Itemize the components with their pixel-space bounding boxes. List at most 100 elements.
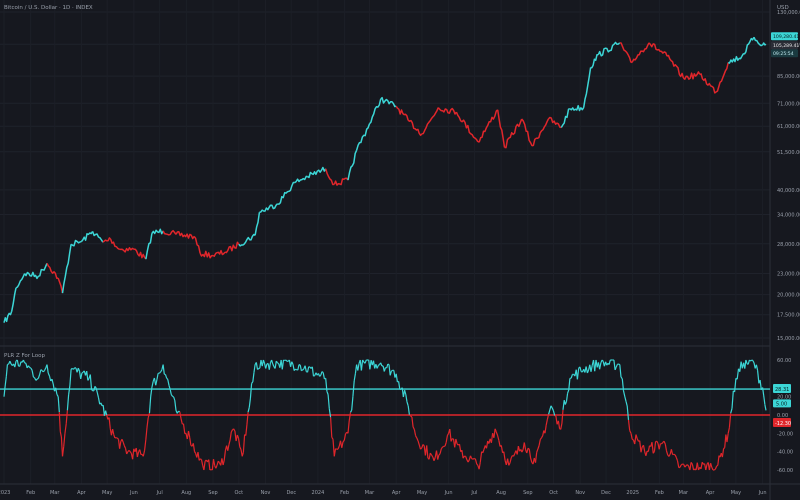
oscillator-segment [539,437,542,440]
oscillator-segment [20,361,23,363]
oscillator-segment [426,445,429,459]
oscillator-segment [337,445,340,450]
oscillator-segment [22,359,26,364]
price-segment [682,71,701,80]
oscillator-segment [479,451,483,463]
oscillator-segment [253,364,256,373]
oscillator-segment [444,442,447,447]
time-tick-label: 2025 [626,490,639,496]
oscillator-segment [550,405,553,409]
oscillator-segment [420,447,423,450]
time-axis[interactable]: 2023 Feb Mar Apr May Jun Jul Aug Sep Oct Nov Dec 202… [0,490,767,496]
oscillator-segment [295,368,297,371]
oscillator-segment [565,393,569,402]
oscillator-segment [418,444,422,450]
oscillator-segment [696,462,700,471]
oscillator-segment [128,449,131,452]
oscillator-segment [705,464,708,471]
oscillator-segment [247,407,250,413]
oscillator-segment [757,370,760,384]
oscillator-segment [590,364,593,372]
threshold-lower-label: -12.30 [775,421,791,427]
oscillator-segment [564,401,568,405]
oscillator-segment [148,396,152,414]
oscillator-segment [155,379,158,386]
oscillator-segment [239,446,242,450]
oscillator-segment [570,374,573,379]
oscillator-segment [169,388,172,395]
oscillator-segment [670,449,674,455]
oscillator-segment [557,420,561,429]
oscillator-segment [411,416,414,427]
price-segment [80,230,94,243]
oscillator-segment [691,464,695,471]
oscillator-segment [112,428,115,435]
price-segment [15,273,26,289]
oscillator-segment [97,397,101,405]
oscillator-segment [64,423,67,434]
oscillator-segment [438,453,441,456]
oscillator-segment [674,454,677,458]
oscillator-segment [478,462,481,470]
oscillator-segment [333,448,337,457]
oscillator-segment [613,359,616,370]
price-segment [324,168,335,186]
oscillator-segment [42,370,45,373]
oscillator-segment [546,414,550,420]
oscillator-segment [136,451,140,458]
price-segment [224,241,240,254]
price-segment [57,277,64,294]
oscillator-segment [744,359,747,369]
price-segment [619,42,632,63]
time-tick-label: Feb [340,490,349,496]
oscillator-segment [4,376,7,387]
oscillator-segment [208,459,211,471]
oscillator-segment [736,368,740,380]
oscillator-segment [347,420,350,434]
oscillator-segment [360,359,364,371]
oscillator-segment [242,434,246,453]
oscillator-segment [24,362,27,364]
oscillator-value-labels: 28.31 5.00 -12.30 [773,384,791,427]
oscillator-segment [471,458,474,460]
price-axis[interactable]: 130,000.00105,000.0085,000.0071,000.0061… [777,10,800,342]
oscillator-segment [180,418,183,425]
time-tick-label: 2024 [312,490,325,496]
oscillator-segment [579,366,582,372]
price-label-text: 09:25:54 [773,51,794,57]
oscillator-segment [122,442,125,446]
oscillator-axis[interactable]: 60.00 20.00 0.00 -20.00 -40.00 -60.00 [777,358,793,474]
oscillator-segment [283,359,285,362]
oscillator-segment [544,425,547,434]
oscillator-segment [640,446,643,453]
oscillator-segment [380,362,383,367]
price-segment [70,239,82,247]
chart-title[interactable]: Bitcoin / U.S. Dollar · 1D · INDEX [4,5,93,11]
time-tick-label: Feb [26,490,35,496]
oscillator-segment [509,457,512,464]
indicator-label[interactable]: PLR Z For Loop [4,353,46,359]
oscillator-segment [445,435,448,443]
oscillator-segment [61,446,65,457]
oscillator-tick-label: -40.00 [777,450,793,456]
oscillator-segment [629,430,632,434]
oscillator-segment [328,408,332,418]
oscillator-segment [46,364,49,374]
oscillator-segment [711,467,714,471]
oscillator-segment [197,452,200,461]
oscillator-segment [304,365,307,372]
threshold-upper-label: 28.31 [775,387,789,393]
oscillator-segment [467,459,470,463]
currency-label[interactable]: USD [777,5,789,11]
price-tick-label: 61,000.00 [777,124,800,130]
oscillator-segment [178,410,181,413]
oscillator-segment [422,444,425,447]
oscillator-segment [311,366,315,377]
price-segment [597,41,621,57]
oscillator-segment [622,390,626,397]
oscillator-segment [500,445,504,453]
oscillator-segment [701,461,704,465]
oscillator-segment [627,419,631,431]
